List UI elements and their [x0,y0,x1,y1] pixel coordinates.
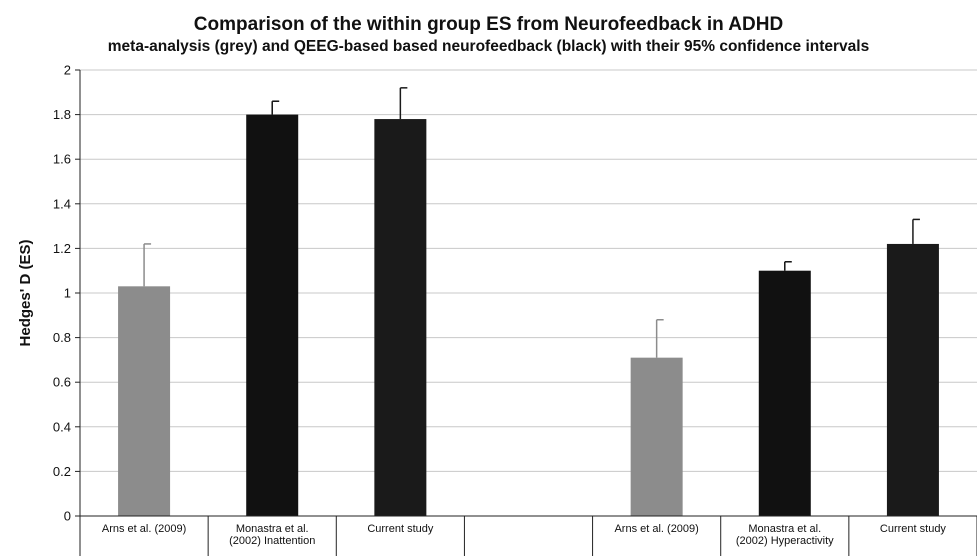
y-tick-label-3: 0.6 [53,375,71,390]
bar-6 [886,243,939,516]
y-tick-label-7: 1.4 [53,196,71,211]
y-tick-label-9: 1.8 [53,107,71,122]
y-axis-title: Hedges' D (ES) [17,240,34,347]
bars [118,87,939,516]
bar-5 [758,270,811,516]
bar-1 [246,114,299,516]
y-tick-label-8: 1.6 [53,152,71,167]
bar-2 [374,119,427,516]
category-label-0-0: Arns et al. (2009) [102,523,186,535]
category-label-5-0: Monastra et al. [748,523,821,535]
y-tick-label-1: 0.2 [53,464,71,479]
axes [75,69,977,556]
category-label-6-0: Current study [880,523,947,535]
y-tick-label-6: 1.2 [53,241,71,256]
labels: 0 0.2 0.4 0.6 0.8 1 1.2 1.4 1.6 1.8 2 Arns et al. (… [17,63,946,548]
category-label-2-0: Current study [367,523,434,535]
category-label-1-0: Monastra et al. [236,523,309,535]
gridlines [80,69,977,472]
y-tick-label-4: 0.8 [53,330,71,345]
chart-title: Comparison of the within group ES from N… [193,14,784,35]
y-tick-label-2: 0.4 [53,419,71,434]
bar-0 [118,286,171,516]
chart-subtitle: meta-analysis (grey) and QEEG-based base… [107,38,870,55]
category-label-5-1: (2002) Hyperactivity [736,535,834,547]
category-label-4-0: Arns et al. (2009) [614,523,698,535]
y-tick-label-10: 2 [64,63,71,78]
category-label-1-1: (2002) Inattention [229,535,315,547]
y-tick-label-0: 0 [64,509,71,524]
bar-4 [630,357,683,516]
y-tick-label-5: 1 [64,286,71,301]
